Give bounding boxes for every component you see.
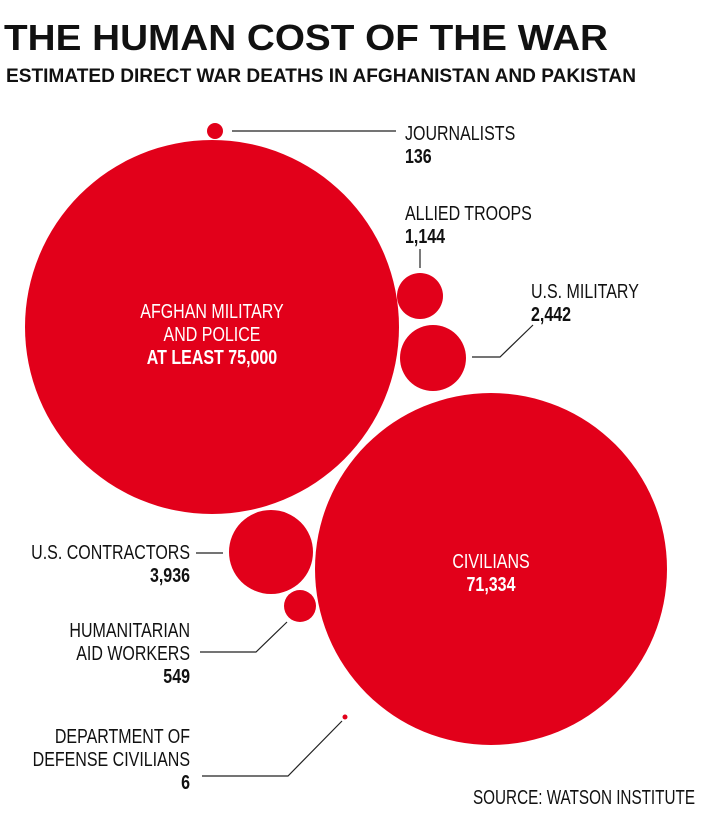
value-label-dod: 6 bbox=[181, 771, 190, 793]
leader-line-dod bbox=[202, 720, 343, 777]
category-label-contractors: U.S. CONTRACTORS bbox=[31, 541, 190, 563]
category-label-afghan: AND POLICE bbox=[164, 323, 261, 345]
category-label-usmil: U.S. MILITARY bbox=[531, 280, 639, 302]
bubble-civilians bbox=[315, 393, 667, 745]
value-label-allied: 1,144 bbox=[405, 225, 445, 247]
bubble-journalists bbox=[207, 123, 223, 139]
bubble-usmil bbox=[400, 325, 466, 391]
value-label-contractors: 3,936 bbox=[150, 564, 190, 586]
category-label-journalists: JOURNALISTS bbox=[405, 122, 515, 144]
bubble-afghan bbox=[25, 140, 399, 514]
bubble-aid bbox=[284, 590, 316, 622]
leader-line-aid bbox=[200, 621, 288, 653]
bubble-contractors bbox=[229, 510, 313, 594]
category-label-dod: DEPARTMENT OF bbox=[55, 725, 190, 747]
category-label-aid: AID WORKERS bbox=[76, 642, 190, 664]
category-label-aid: HUMANITARIAN bbox=[69, 619, 190, 641]
value-label-civilians: 71,334 bbox=[467, 573, 516, 595]
chart-title: THE HUMAN COST OF THE WAR bbox=[4, 17, 608, 58]
value-label-afghan: AT LEAST 75,000 bbox=[147, 346, 277, 368]
bubble-dod bbox=[342, 714, 348, 720]
chart-subtitle: ESTIMATED DIRECT WAR DEATHS IN AFGHANIST… bbox=[6, 66, 636, 87]
value-label-journalists: 136 bbox=[405, 145, 432, 167]
source-note: SOURCE: WATSON INSTITUTE bbox=[473, 787, 695, 809]
category-label-dod: DEFENSE CIVILIANS bbox=[33, 748, 190, 770]
category-label-afghan: AFGHAN MILITARY bbox=[140, 300, 283, 322]
value-label-aid: 549 bbox=[163, 665, 190, 687]
bubble-allied bbox=[397, 273, 443, 319]
category-label-allied: ALLIED TROOPS bbox=[405, 202, 532, 224]
value-label-usmil: 2,442 bbox=[531, 303, 571, 325]
category-label-civilians: CIVILIANS bbox=[452, 550, 529, 572]
leader-line-usmil bbox=[472, 324, 534, 358]
